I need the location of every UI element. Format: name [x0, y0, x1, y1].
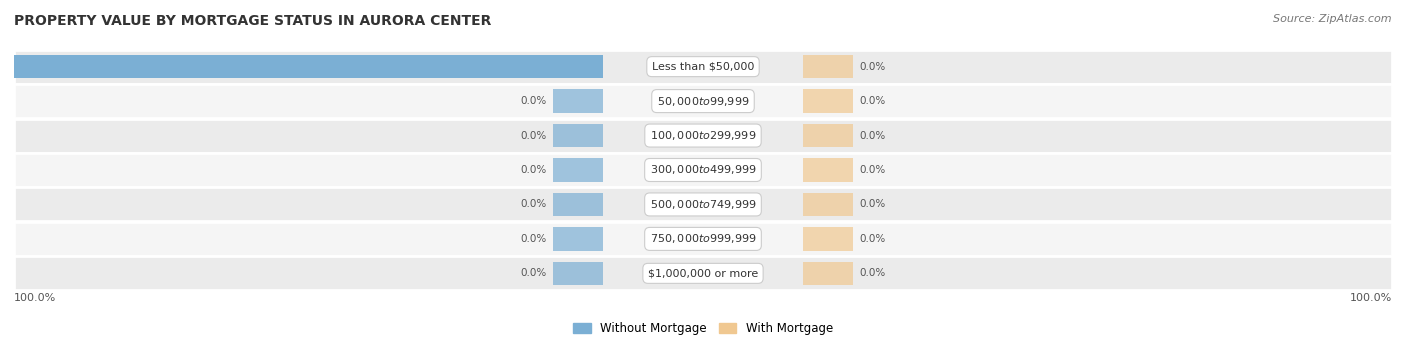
Text: 0.0%: 0.0%: [859, 268, 886, 278]
Text: Less than $50,000: Less than $50,000: [652, 62, 754, 72]
Bar: [0, 55, 603, 78]
Text: $1,000,000 or more: $1,000,000 or more: [648, 268, 758, 278]
Text: 0.0%: 0.0%: [859, 62, 886, 72]
Text: $50,000 to $99,999: $50,000 to $99,999: [657, 95, 749, 107]
Bar: [14, 222, 1392, 256]
Bar: [14, 84, 1392, 118]
Text: 0.0%: 0.0%: [520, 234, 547, 244]
Text: 100.0%: 100.0%: [14, 293, 56, 303]
Bar: [14, 256, 1392, 290]
Bar: [14, 50, 1392, 84]
Text: 0.0%: 0.0%: [859, 165, 886, 175]
Text: 0.0%: 0.0%: [520, 165, 547, 175]
Bar: [803, 124, 853, 147]
Text: $100,000 to $299,999: $100,000 to $299,999: [650, 129, 756, 142]
Bar: [14, 187, 1392, 221]
Bar: [803, 193, 853, 216]
Bar: [803, 158, 853, 182]
Bar: [553, 89, 603, 113]
Bar: [553, 193, 603, 216]
Text: 100.0%: 100.0%: [1350, 293, 1392, 303]
Text: 0.0%: 0.0%: [859, 131, 886, 140]
Bar: [803, 227, 853, 251]
Bar: [553, 227, 603, 251]
Bar: [553, 124, 603, 147]
Text: 0.0%: 0.0%: [520, 131, 547, 140]
Text: Source: ZipAtlas.com: Source: ZipAtlas.com: [1274, 14, 1392, 23]
Text: 0.0%: 0.0%: [859, 234, 886, 244]
Bar: [14, 119, 1392, 153]
Text: $300,000 to $499,999: $300,000 to $499,999: [650, 164, 756, 176]
Text: $500,000 to $749,999: $500,000 to $749,999: [650, 198, 756, 211]
Bar: [803, 55, 853, 78]
Text: 0.0%: 0.0%: [520, 200, 547, 209]
Legend: Without Mortgage, With Mortgage: Without Mortgage, With Mortgage: [568, 317, 838, 340]
Bar: [803, 89, 853, 113]
Text: 0.0%: 0.0%: [520, 268, 547, 278]
Text: 0.0%: 0.0%: [859, 200, 886, 209]
Text: PROPERTY VALUE BY MORTGAGE STATUS IN AURORA CENTER: PROPERTY VALUE BY MORTGAGE STATUS IN AUR…: [14, 14, 492, 28]
Text: $750,000 to $999,999: $750,000 to $999,999: [650, 233, 756, 245]
Bar: [14, 153, 1392, 187]
Bar: [803, 262, 853, 285]
Bar: [553, 262, 603, 285]
Text: 0.0%: 0.0%: [520, 96, 547, 106]
Bar: [553, 158, 603, 182]
Text: 0.0%: 0.0%: [859, 96, 886, 106]
